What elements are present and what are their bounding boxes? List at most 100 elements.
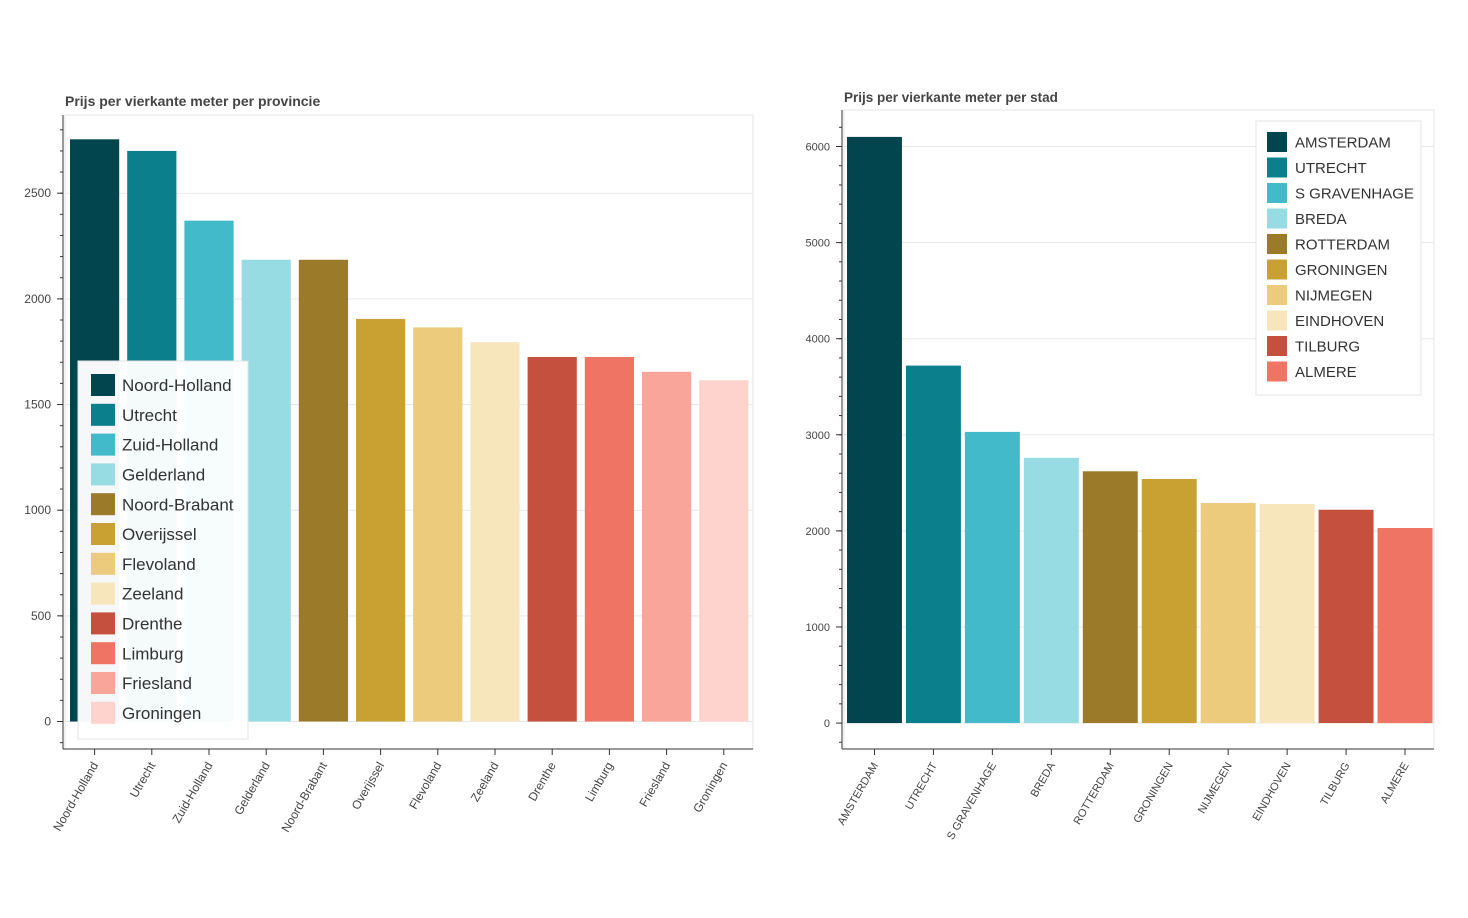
legend-label: UTRECHT — [1295, 160, 1367, 177]
legend-label: Drenthe — [122, 615, 182, 634]
y-tick-label: 3000 — [806, 430, 830, 442]
legend-label: ALMERE — [1295, 364, 1357, 381]
legend-label: Friesland — [122, 674, 192, 693]
x-tick-label: Noord-Brabant — [279, 759, 331, 835]
y-tick-label: 1000 — [24, 503, 51, 517]
x-tick-label: Zeeland — [468, 760, 502, 805]
legend-swatch — [91, 403, 115, 426]
legend-swatch — [1267, 259, 1287, 280]
x-tick-label: NIJMEGEN — [1196, 760, 1235, 815]
chart-title: Prijs per vierkante meter per provincie — [65, 93, 320, 109]
y-tick-label: 500 — [31, 609, 51, 623]
x-tick-label: Flevoland — [406, 760, 444, 812]
bar — [964, 431, 1020, 724]
legend-swatch — [91, 701, 115, 724]
y-tick-label: 1000 — [806, 622, 830, 634]
x-tick-label: Friesland — [636, 760, 673, 810]
legend-label: Overijssel — [122, 525, 197, 544]
x-tick-label: Drenthe — [525, 759, 559, 803]
legend-swatch — [91, 642, 115, 665]
legend-label: AMSTERDAM — [1295, 134, 1391, 151]
bar — [241, 259, 291, 722]
legend-swatch — [1267, 183, 1287, 203]
bar — [1023, 457, 1079, 724]
legend-label: S GRAVENHAGE — [1295, 185, 1414, 202]
bar — [1377, 527, 1433, 724]
y-tick-label: 2000 — [806, 526, 830, 538]
legend-label: Zeeland — [122, 585, 183, 604]
bar — [1082, 471, 1138, 724]
legend-label: ROTTERDAM — [1295, 236, 1390, 253]
bar — [470, 342, 520, 722]
bar — [905, 365, 961, 724]
x-tick-label: UTRECHT — [903, 760, 940, 812]
x-tick-label: BREDA — [1029, 760, 1059, 799]
legend-swatch — [1267, 361, 1287, 382]
legend-swatch — [1267, 336, 1287, 356]
x-tick-label: AMSTERDAM — [836, 761, 882, 828]
y-tick-label: 2000 — [24, 292, 51, 306]
legend-label: NIJMEGEN — [1295, 287, 1373, 304]
bar — [1141, 478, 1197, 724]
x-tick-label: EINDHOVEN — [1251, 760, 1294, 823]
y-tick-label: 2500 — [24, 186, 51, 200]
chart-provincie: Prijs per vierkante meter per provincie … — [24, 93, 754, 835]
x-tick-label: Zuid-Holland — [169, 760, 215, 826]
legend-swatch — [1267, 234, 1287, 254]
legend-label: Flevoland — [122, 555, 196, 574]
y-tick-label: 4000 — [806, 334, 830, 346]
legend-swatch — [91, 523, 115, 545]
x-tick-label: Groningen — [690, 760, 730, 816]
chart-title: Prijs per vierkante meter per stad — [844, 90, 1058, 105]
y-tick-label: 0 — [44, 715, 51, 729]
y-tick-label: 5000 — [806, 238, 830, 250]
legend-label: EINDHOVEN — [1295, 313, 1384, 330]
bar — [584, 356, 634, 722]
x-tick-label: Noord-Holland — [50, 760, 101, 834]
legend-label: Utrecht — [122, 406, 177, 425]
legend-label: GRONINGEN — [1295, 262, 1388, 279]
legend-swatch — [91, 672, 115, 694]
legend-label: Noord-Holland — [122, 376, 232, 395]
legend-swatch — [91, 463, 115, 486]
legend-label: Groningen — [122, 704, 201, 723]
legend-swatch — [1267, 157, 1287, 178]
legend-swatch — [1267, 208, 1287, 229]
bar — [413, 327, 463, 722]
x-tick-label: S GRAVENHAGE — [945, 761, 999, 843]
legend-swatch — [91, 374, 115, 396]
bar — [356, 318, 406, 722]
x-tick-label: ROTTERDAM — [1072, 761, 1117, 827]
chart-stad: Prijs per vierkante meter per stad 0 1000… — [806, 90, 1435, 843]
bar — [298, 259, 348, 722]
legend-swatch — [1267, 310, 1287, 331]
bar — [699, 380, 749, 722]
x-tick-label: GRONINGEN — [1132, 760, 1176, 825]
x-tick-label: Gelderland — [231, 760, 272, 818]
legend-swatch — [1267, 285, 1287, 305]
legend-swatch — [91, 582, 115, 605]
legend-label: TILBURG — [1295, 338, 1360, 355]
legend-swatch — [91, 612, 115, 635]
legend-swatch — [91, 552, 115, 575]
bar — [1200, 503, 1256, 724]
bar — [527, 356, 577, 722]
legend-swatch — [91, 433, 115, 456]
legend-label: Noord-Brabant — [122, 495, 234, 514]
legend-label: Limburg — [122, 644, 183, 663]
y-tick-label: 0 — [824, 718, 830, 730]
legend-label: Gelderland — [122, 466, 205, 485]
x-tick-label: TILBURG — [1318, 761, 1352, 808]
bar — [642, 371, 692, 722]
legend-label: Zuid-Holland — [122, 436, 218, 455]
legend-label: BREDA — [1295, 211, 1347, 228]
y-tick-label: 1500 — [24, 398, 51, 412]
bar — [1318, 509, 1374, 724]
bar — [1259, 503, 1315, 724]
x-tick-label: Utrecht — [127, 759, 159, 800]
y-tick-label: 6000 — [806, 142, 830, 154]
bar — [847, 136, 902, 724]
legend-swatch — [91, 493, 115, 516]
x-tick-label: Limburg — [582, 760, 616, 805]
